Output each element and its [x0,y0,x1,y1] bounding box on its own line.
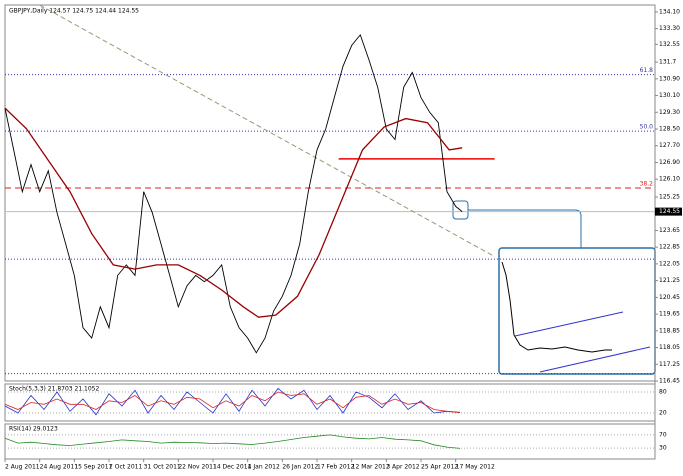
y-tick-label: 131.7 [659,59,676,66]
y-tick-label: 125.25 [659,193,680,200]
y-tick-label: 117.25 [659,361,680,368]
y-tick-label: 20 [659,410,667,417]
x-tick-label: 3 Apr 2012 [386,464,419,471]
y-tick-label: 118.05 [659,344,680,351]
rsi-title: RSI(14) 29.0123 [9,426,58,433]
y-tick-label: 130.10 [659,92,680,99]
series-line [4,107,463,318]
stoch-title: Stoch(5,3,3) 21.8703 21.1052 [9,386,100,393]
y-tick-label: 123.65 [659,227,680,234]
y-tick-label: 122.85 [659,244,680,251]
y-tick-label: 133.30 [659,25,680,32]
stoch-line [4,391,461,413]
y-tick-label: 126.90 [659,159,680,166]
series-line [4,33,463,354]
y-tick-label: 80 [659,389,667,396]
x-tick-label: 17 May 2012 [456,464,495,471]
x-tick-label: 7 Oct 2011 [109,464,142,471]
rsi-line [4,434,461,449]
current-price-box [655,207,682,216]
x-tick-label: 12 Mar 2012 [352,464,390,471]
x-tick-label: 25 Apr 2012 [421,464,458,471]
x-tick-label: 14 Dec 2011 [213,464,252,471]
x-tick-label: 31 Oct 2011 [144,464,181,471]
level-label: 61.8 [640,67,654,74]
rsi-panel [4,423,656,460]
y-tick-label: 134.10 [659,8,680,15]
y-tick-label: 118.85 [659,327,680,334]
zoom-inset [452,200,656,375]
x-tick-label: 26 Jan 2012 [282,464,318,471]
y-tick-label: 119.65 [659,311,680,318]
y-tick-label: 129.30 [659,109,680,116]
y-tick-label: 132.55 [659,41,680,48]
y-tick-label: 127.70 [659,142,680,149]
y-tick-label: 30 [659,445,667,452]
y-tick-label: 120.45 [659,294,680,301]
y-tick-label: 70 [659,431,667,438]
y-tick-label: 130.90 [659,75,680,82]
x-tick-label: 15 Sep 2011 [74,464,112,471]
y-tick-label: 122.05 [659,260,680,267]
x-tick-label: 2 Aug 2011 [5,464,40,471]
y-tick-label: 126.10 [659,176,680,183]
level-label: 50.0 [640,124,654,131]
y-tick-label: 121.25 [659,277,680,284]
x-tick-label: 22 Nov 2011 [178,464,217,471]
trend-line [39,4,495,258]
x-tick-label: 24 Aug 2011 [40,464,79,471]
y-tick-label: 128.50 [659,126,680,133]
y-tick-label: 116.45 [659,378,680,385]
stoch-panel [4,383,656,422]
current-price-label: 124.55 [659,208,680,215]
x-tick-label: 17 Feb 2012 [317,464,355,471]
chart-title: GBPJPY,Daily 124.57 124.75 124.44 124.55 [9,8,139,15]
stoch-line [4,387,461,416]
level-label: 38.2 [640,180,654,187]
x-tick-label: 4 Jan 2012 [248,464,280,471]
